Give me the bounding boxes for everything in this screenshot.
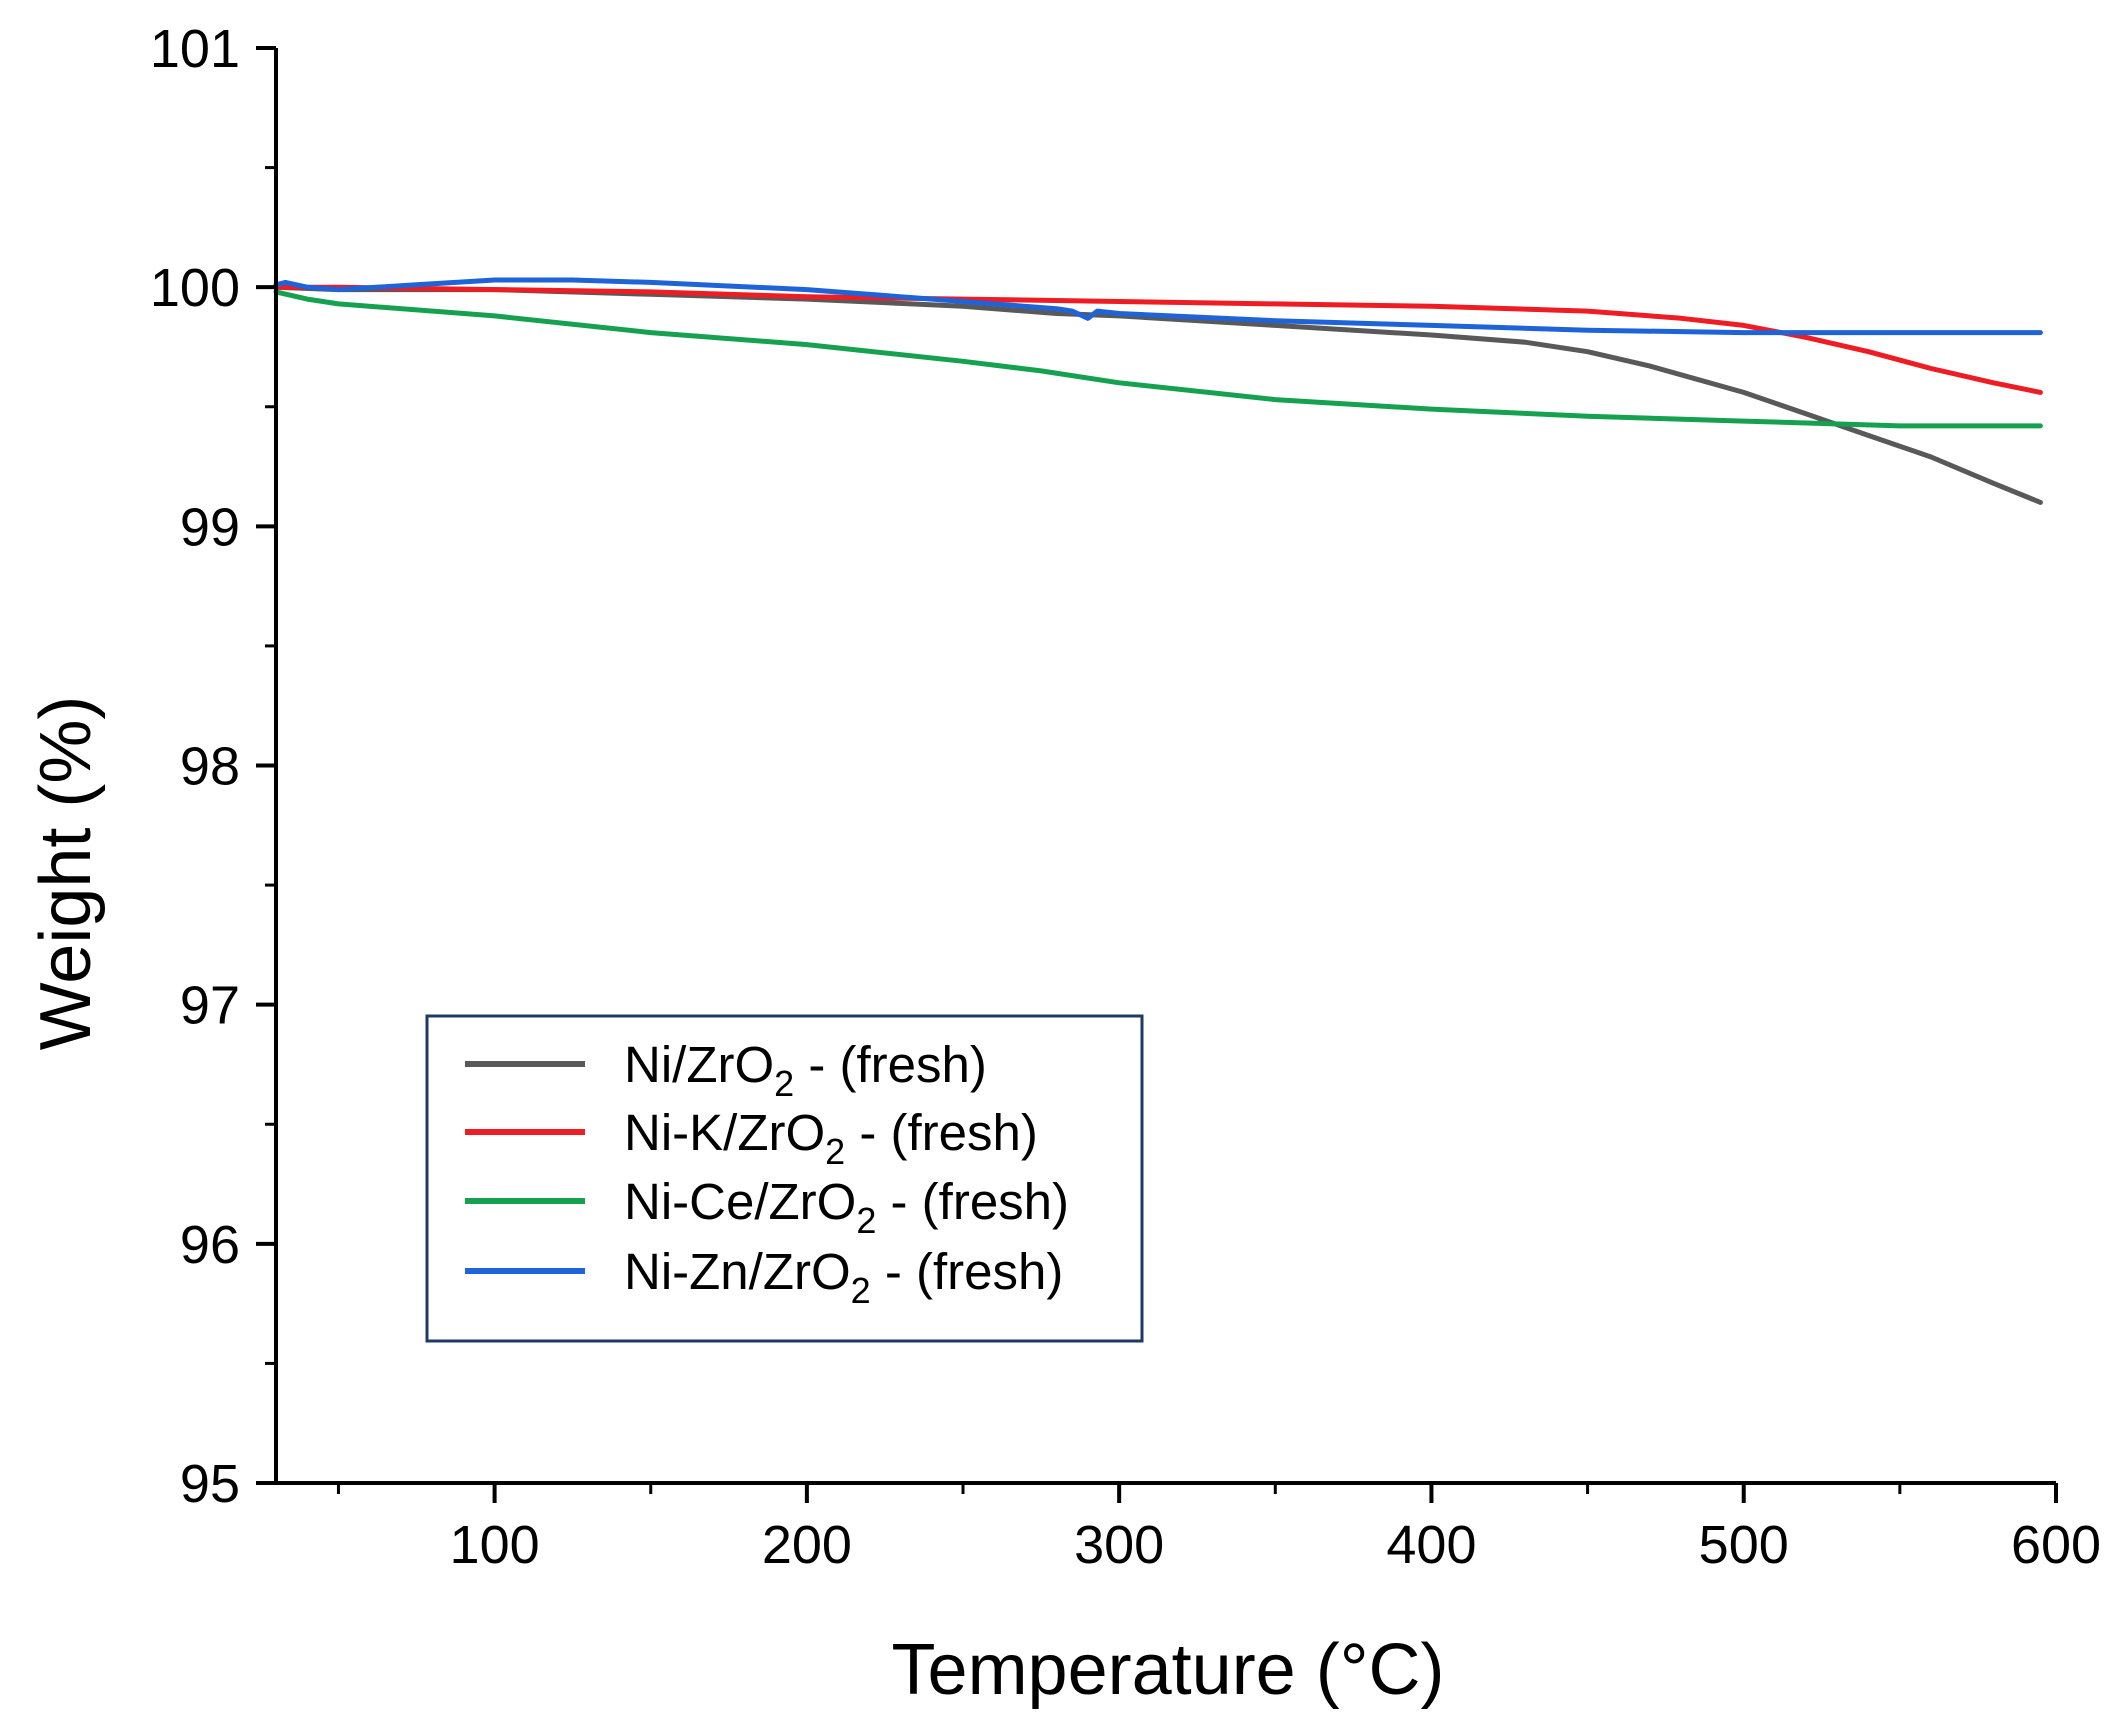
y-tick-label: 100 (150, 258, 240, 318)
legend-label: Ni-Ce/ZrO2 - (fresh) (624, 1173, 1069, 1241)
legend: Ni/ZrO2 - (fresh)Ni-K/ZrO2 - (fresh)Ni-C… (425, 1014, 1144, 1343)
y-tick-label: 95 (180, 1454, 240, 1514)
series-line-4 (273, 277, 2043, 336)
series-line-3 (273, 289, 2043, 429)
x-ticks: 100 200 300 400 500 600 (336, 1483, 2101, 1575)
y-tick-label: 97 (180, 976, 240, 1036)
y-tick-label: 98 (180, 737, 240, 797)
x-tick-label: 300 (1074, 1515, 1164, 1575)
legend-label: Ni-Zn/ZrO2 - (fresh) (624, 1243, 1063, 1311)
y-tick-label: 99 (180, 497, 240, 557)
legend-label: Ni/ZrO2 - (fresh) (624, 1036, 987, 1104)
y-tick-label: 96 (180, 1215, 240, 1275)
legend-box (425, 1014, 1144, 1343)
y-ticks: 95 96 97 98 99 100 101 (150, 19, 276, 1514)
x-tick-label: 600 (2011, 1515, 2101, 1575)
x-tick-label: 200 (762, 1515, 852, 1575)
y-tick-label: 101 (150, 19, 240, 79)
x-tick-label: 500 (1699, 1515, 1789, 1575)
legend-label: Ni-K/ZrO2 - (fresh) (624, 1104, 1038, 1172)
plot-lines (273, 277, 2043, 505)
x-axis-title: Temperature (°C) (892, 1630, 1445, 1710)
x-tick-label: 100 (450, 1515, 540, 1575)
x-tick-label: 400 (1386, 1515, 1476, 1575)
series-line-2 (273, 284, 2043, 395)
y-axis-title: Weight (%) (26, 696, 106, 1051)
